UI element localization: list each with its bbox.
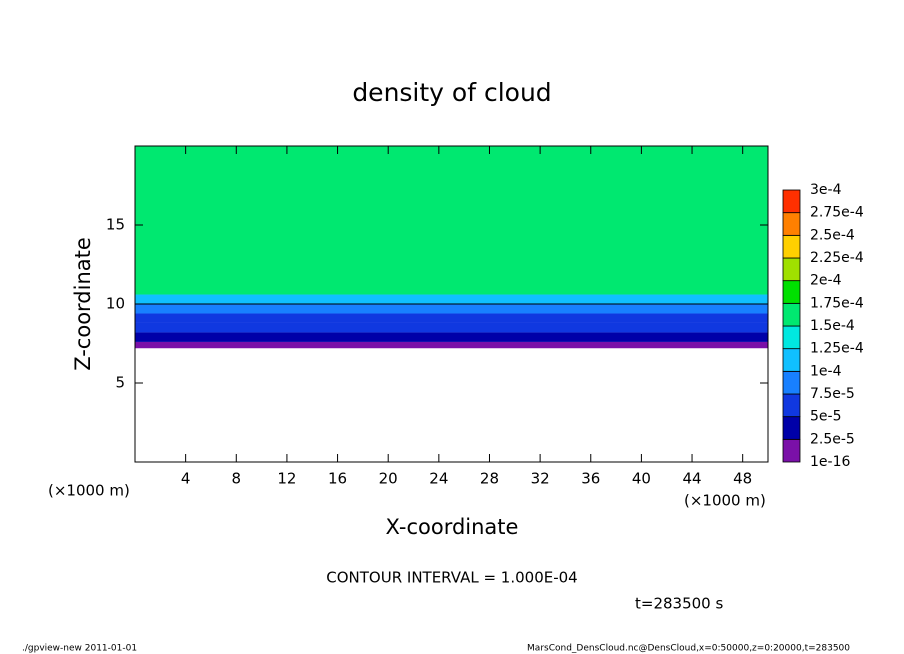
unit-label: (×1000 m) [48,482,130,500]
colorbar-box [782,189,801,214]
colorbar-label: 2.5e-4 [810,227,855,243]
footer-right: MarsCond_DensCloud.nc@DensCloud,x=0:5000… [527,644,850,654]
footer-left: ./gpview-new 2011-01-01 [22,644,137,654]
y-tick-label: 15 [106,216,125,234]
colorbar-label: 1e-16 [810,454,850,470]
colorbar-label: 1.5e-4 [810,318,855,334]
y-axis-label: Z-coordinate [71,237,95,371]
colorbar-box [782,212,801,236]
x-tick-label: 28 [480,470,499,488]
x-tick-label: 36 [581,470,600,488]
colorbar-label: 7.5e-5 [810,386,855,402]
x-tick-label: 44 [682,470,701,488]
x-tick-label: 12 [277,470,296,488]
field-band [135,332,768,342]
y-tick-label: 10 [106,295,125,313]
colorbar-label: 3e-4 [810,182,842,198]
x-tick-label: 24 [429,470,448,488]
x-tick-label: 40 [632,470,651,488]
field-band [135,304,768,314]
y-tick-label: 5 [115,374,125,392]
x-tick-label: 20 [379,470,398,488]
contour-interval: CONTOUR INTERVAL = 1.000E-04 [326,569,577,587]
colorbar-box [782,393,801,418]
colorbar-box [782,438,801,463]
colorbar-label: 5e-5 [810,409,841,425]
colorbar-label: 2.25e-4 [810,250,864,266]
x-tick-label: 32 [531,470,550,488]
x-axis-label: X-coordinate [386,515,519,539]
field-band [135,322,768,333]
colorbar-label: 1.25e-4 [810,341,864,357]
colorbar-box [782,257,801,282]
colorbar-box [782,370,801,395]
time-label: t=283500 s [635,595,723,613]
colorbar-box [782,348,801,372]
colorbar-box [782,416,801,440]
colorbar-box [782,325,801,350]
chart-title: density of cloud [352,78,551,107]
colorbar-label: 1.75e-4 [810,295,864,311]
colorbar-label: 2.75e-4 [810,205,864,221]
colorbar-label: 1e-4 [810,363,842,379]
field-band [135,294,768,304]
field-band [135,146,768,295]
x-tick-label: 48 [733,470,752,488]
colorbar-label: 2.5e-5 [810,431,855,447]
unit-label: (×1000 m) [684,492,766,510]
colorbar-box [782,234,801,259]
x-tick-label: 16 [328,470,347,488]
x-tick-label: 4 [181,470,191,488]
field-band [135,341,768,349]
field-band [135,313,768,323]
colorbar-label: 2e-4 [810,273,842,289]
colorbar-box [782,280,801,304]
x-tick-label: 8 [232,470,242,488]
colorbar-box [782,302,801,327]
